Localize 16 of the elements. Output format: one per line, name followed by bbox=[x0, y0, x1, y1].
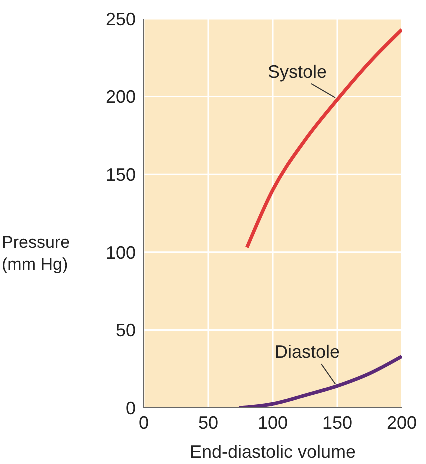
x-axis-title: End-diastolic volume bbox=[190, 442, 356, 462]
y-tick-label: 250 bbox=[106, 9, 136, 30]
line-series bbox=[245, 28, 402, 250]
x-tick-label: 100 bbox=[258, 412, 288, 433]
series-label: Diastole bbox=[274, 342, 340, 362]
y-tick-label: 150 bbox=[106, 164, 136, 185]
x-tick-label: 0 bbox=[138, 412, 150, 433]
y-tick-label: 200 bbox=[106, 87, 136, 108]
x-tick-label: 50 bbox=[198, 412, 219, 433]
y-axis-title: Pressure (mm Hg) bbox=[2, 232, 72, 276]
x-tick-label: 150 bbox=[322, 412, 353, 433]
series-label: Systole bbox=[268, 62, 328, 82]
y-tick-label: 0 bbox=[126, 398, 136, 418]
y-tick-label: 50 bbox=[116, 320, 136, 341]
y-tick-label: 100 bbox=[106, 242, 136, 263]
x-tick-label: 200 bbox=[386, 412, 418, 433]
